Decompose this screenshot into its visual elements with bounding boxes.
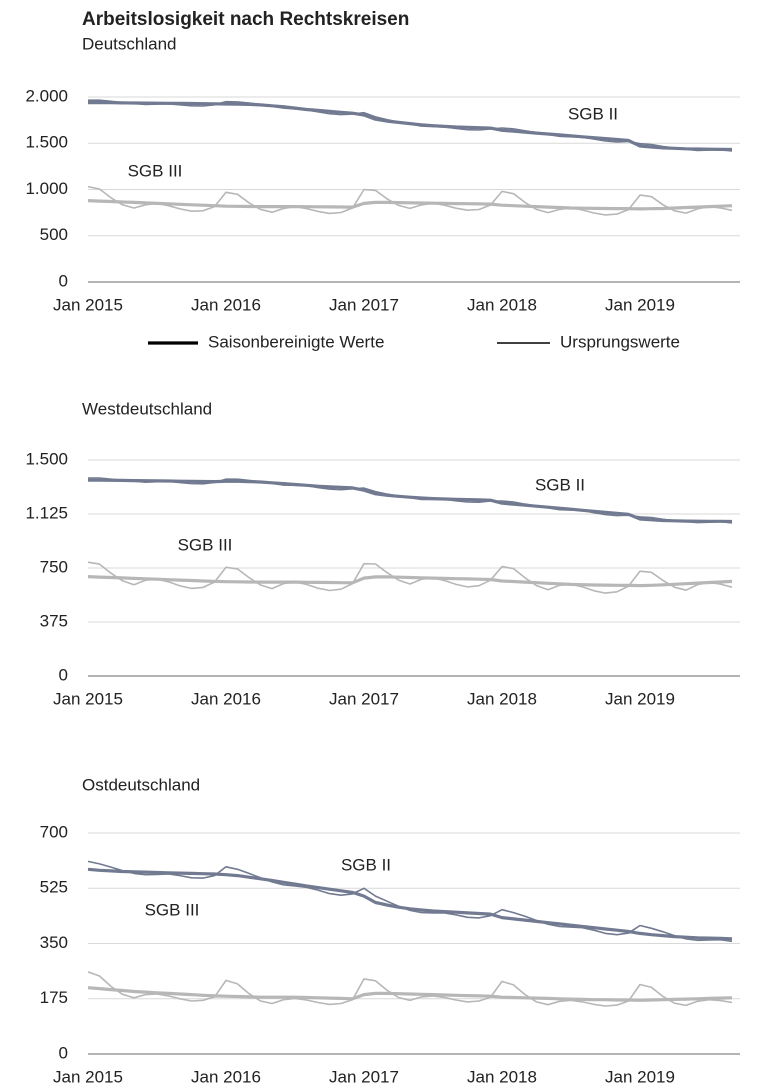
x-tick-label: Jan 2016 — [191, 1067, 261, 1086]
x-tick-label: Jan 2019 — [605, 1067, 675, 1086]
original-line — [87, 971, 733, 1007]
x-tick-label: Jan 2016 — [191, 295, 261, 314]
adjusted-line — [88, 478, 733, 524]
adjusted-line — [88, 101, 733, 152]
y-tick-label: 175 — [40, 988, 68, 1007]
x-tick-label: Jan 2018 — [467, 1067, 537, 1086]
y-tick-label: 0 — [59, 1043, 68, 1062]
y-tick-label: 1.500 — [25, 133, 68, 152]
y-tick-label: 0 — [59, 271, 68, 290]
x-tick-label: Jan 2015 — [53, 1067, 123, 1086]
x-tick-label: Jan 2016 — [191, 689, 261, 708]
subtitle: Deutschland — [82, 34, 177, 53]
subtitle: Westdeutschland — [82, 399, 212, 418]
series-label: SGB II — [341, 855, 391, 874]
y-tick-label: 1.000 — [25, 179, 68, 198]
adjusted-line — [87, 986, 733, 1002]
y-tick-label: 700 — [40, 822, 68, 841]
x-tick-label: Jan 2017 — [329, 295, 399, 314]
y-tick-label: 375 — [40, 611, 68, 630]
x-tick-label: Jan 2018 — [467, 295, 537, 314]
x-tick-label: Jan 2019 — [605, 689, 675, 708]
x-tick-label: Jan 2015 — [53, 295, 123, 314]
page-title: Arbeitslosigkeit nach Rechtskreisen — [82, 9, 409, 30]
original-line — [87, 185, 733, 216]
y-tick-label: 500 — [40, 225, 68, 244]
y-tick-label: 2.000 — [25, 86, 68, 105]
series-label: SGB II — [568, 104, 618, 123]
adjusted-line — [87, 199, 733, 211]
y-tick-label: 1.500 — [25, 449, 68, 468]
y-tick-label: 350 — [40, 933, 68, 952]
x-tick-label: Jan 2019 — [605, 295, 675, 314]
x-tick-label: Jan 2017 — [329, 1067, 399, 1086]
series-label: SGB III — [128, 161, 183, 180]
y-tick-label: 750 — [40, 557, 68, 576]
series-label: SGB II — [535, 475, 585, 494]
adjusted-line — [87, 867, 733, 941]
series-label: SGB III — [145, 900, 200, 919]
original-line — [87, 561, 733, 594]
x-tick-label: Jan 2015 — [53, 689, 123, 708]
adjusted-line — [87, 575, 733, 588]
y-tick-label: 0 — [59, 665, 68, 684]
x-tick-label: Jan 2017 — [329, 689, 399, 708]
legend-label: Ursprungswerte — [560, 332, 680, 351]
x-tick-label: Jan 2018 — [467, 689, 537, 708]
y-tick-label: 1.125 — [25, 503, 68, 522]
legend-label: Saisonbereinigte Werte — [208, 332, 384, 351]
series-label: SGB III — [178, 535, 233, 554]
subtitle: Ostdeutschland — [82, 775, 200, 794]
y-tick-label: 525 — [40, 878, 68, 897]
